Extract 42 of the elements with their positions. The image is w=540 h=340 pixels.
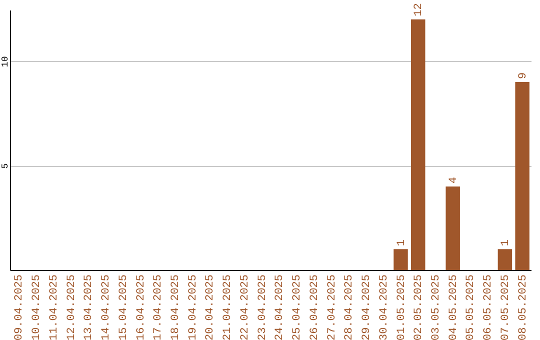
x-tick-label: 09.04.2025 bbox=[14, 274, 26, 340]
data-label: 12 bbox=[413, 3, 426, 16]
y-tick-label: 5 bbox=[0, 163, 10, 169]
x-tick-label: 24.04.2025 bbox=[274, 274, 286, 340]
x-tick-label: 17.04.2025 bbox=[152, 274, 165, 340]
bar bbox=[498, 249, 512, 270]
x-tick-label: 27.04.2025 bbox=[326, 274, 338, 340]
bar bbox=[446, 186, 460, 270]
data-label: 1 bbox=[396, 239, 408, 246]
x-tick-label: 11.04.2025 bbox=[48, 274, 60, 340]
x-tick-label: 10.04.2025 bbox=[31, 274, 44, 340]
x-tick-label: 01.05.2025 bbox=[396, 274, 408, 340]
x-tick-label: 30.04.2025 bbox=[378, 274, 390, 340]
bar bbox=[394, 249, 408, 270]
x-tick-label: 15.04.2025 bbox=[118, 274, 130, 340]
x-tick-label: 21.04.2025 bbox=[222, 274, 234, 340]
x-tick-label: 25.04.2025 bbox=[292, 274, 304, 340]
x-tick-label: 26.04.2025 bbox=[308, 274, 321, 340]
x-tick-label: 08.05.2025 bbox=[517, 274, 530, 340]
x-tick-label: 06.05.2025 bbox=[482, 274, 495, 340]
bar bbox=[410, 19, 426, 270]
x-tick-label: 20.04.2025 bbox=[204, 274, 217, 340]
x-tick-label: 22.04.2025 bbox=[239, 274, 252, 340]
bar bbox=[515, 82, 530, 270]
x-tick-label: 02.05.2025 bbox=[413, 274, 426, 340]
x-tick-label: 05.05.2025 bbox=[465, 274, 478, 340]
x-tick-label: 03.05.2025 bbox=[430, 274, 442, 340]
x-tick-label: 28.04.2025 bbox=[344, 274, 356, 340]
x-tick-label: 16.04.2025 bbox=[135, 274, 148, 340]
data-label: 4 bbox=[448, 176, 460, 184]
x-tick-label: 12.04.2025 bbox=[66, 274, 78, 340]
x-tick-label: 04.05.2025 bbox=[448, 274, 460, 340]
x-tick-label: 29.04.2025 bbox=[361, 274, 374, 340]
x-tick-label: 18.04.2025 bbox=[170, 274, 182, 340]
x-tick-label: 23.04.2025 bbox=[256, 274, 269, 340]
y-tick-label: 10 bbox=[0, 56, 10, 68]
data-label: 1 bbox=[500, 239, 512, 246]
x-tick-label: 19.04.2025 bbox=[187, 274, 200, 340]
x-tick-label: 07.05.2025 bbox=[500, 274, 512, 340]
x-tick-label: 14.04.2025 bbox=[100, 274, 113, 340]
x-tick-label: 13.04.2025 bbox=[83, 274, 96, 340]
data-label: 9 bbox=[517, 72, 530, 80]
